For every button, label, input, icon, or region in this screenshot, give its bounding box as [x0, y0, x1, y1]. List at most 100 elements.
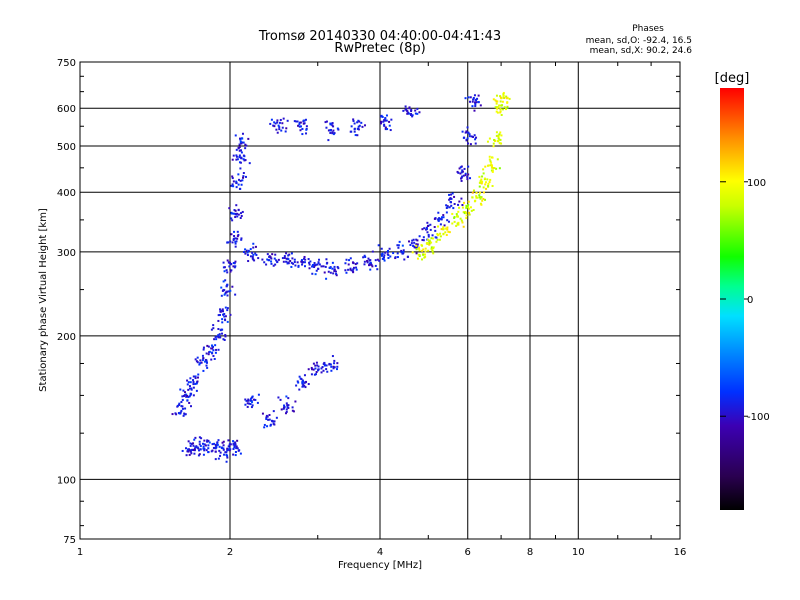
data-point [330, 369, 333, 372]
data-point [200, 361, 203, 364]
grid-lines [80, 62, 680, 539]
data-point [439, 235, 442, 238]
data-point [301, 382, 304, 385]
data-point [193, 452, 196, 455]
data-point [180, 401, 183, 404]
data-point [421, 239, 424, 242]
data-point [322, 362, 325, 365]
data-point [233, 234, 236, 237]
data-point [320, 371, 323, 374]
data-point [224, 279, 227, 282]
data-point [263, 426, 266, 429]
data-point [233, 230, 236, 233]
data-point [178, 412, 181, 415]
data-point [239, 179, 242, 182]
data-point [192, 381, 195, 384]
data-point [449, 197, 452, 200]
data-point [251, 251, 254, 254]
data-point [296, 120, 299, 123]
data-point [411, 115, 414, 118]
data-point [298, 375, 301, 378]
data-point [311, 264, 314, 267]
data-point [497, 135, 500, 138]
data-point [226, 271, 229, 274]
data-point [195, 445, 198, 448]
data-point [234, 240, 237, 243]
data-point [308, 267, 311, 270]
data-point [266, 425, 269, 428]
data-point [304, 386, 307, 389]
data-point [496, 158, 499, 161]
data-point [384, 128, 387, 131]
data-point [416, 257, 419, 260]
data-point [474, 105, 477, 108]
data-point [499, 107, 502, 110]
data-point [231, 219, 234, 222]
data-point [190, 452, 193, 455]
data-point [225, 269, 228, 272]
data-point [330, 365, 333, 368]
data-point [383, 259, 386, 262]
data-point [226, 241, 229, 244]
data-point [223, 266, 226, 269]
data-point [349, 130, 352, 133]
data-point [410, 242, 413, 245]
data-point [218, 445, 221, 448]
data-point [397, 244, 400, 247]
data-point [285, 408, 288, 411]
data-point [224, 335, 227, 338]
data-point [353, 122, 356, 125]
data-point [236, 215, 239, 218]
data-point [465, 211, 468, 214]
data-point [194, 382, 197, 385]
data-point [493, 138, 496, 141]
data-point [456, 215, 459, 218]
data-point [228, 449, 231, 452]
data-point [274, 122, 277, 125]
data-point [335, 274, 338, 277]
phase-info-x: mean, sd,X: 90.2, 24.6 [590, 46, 693, 56]
data-point [237, 213, 240, 216]
data-point [370, 262, 373, 265]
data-point [304, 381, 307, 384]
data-point [287, 254, 290, 257]
data-point [272, 420, 275, 423]
data-point [328, 129, 331, 132]
data-point [453, 203, 456, 206]
data-point [205, 359, 208, 362]
data-point [207, 451, 210, 454]
data-point [238, 149, 241, 152]
data-point [273, 121, 276, 124]
data-point [440, 218, 443, 221]
data-point [502, 93, 505, 96]
data-point [376, 268, 379, 271]
data-point [411, 114, 414, 117]
data-point [178, 402, 181, 405]
data-point [181, 407, 184, 410]
data-point [427, 249, 430, 252]
data-point [254, 398, 257, 401]
data-point [414, 246, 417, 249]
data-point [436, 238, 439, 241]
data-point [363, 254, 366, 257]
data-point [287, 404, 290, 407]
data-point [371, 265, 374, 268]
data-point [303, 255, 306, 258]
data-point [482, 197, 485, 200]
data-point [315, 361, 318, 364]
data-point [308, 263, 311, 266]
data-point [336, 362, 339, 365]
data-point [360, 121, 363, 124]
data-point [437, 234, 440, 237]
data-point [297, 265, 300, 268]
data-point [469, 143, 472, 146]
data-point [221, 441, 224, 444]
data-point [181, 405, 184, 408]
data-point [426, 221, 429, 224]
data-point [275, 259, 278, 262]
data-point [446, 228, 449, 231]
data-point [211, 449, 214, 452]
data-point [415, 248, 418, 251]
data-point [410, 110, 413, 113]
data-point [212, 446, 215, 449]
